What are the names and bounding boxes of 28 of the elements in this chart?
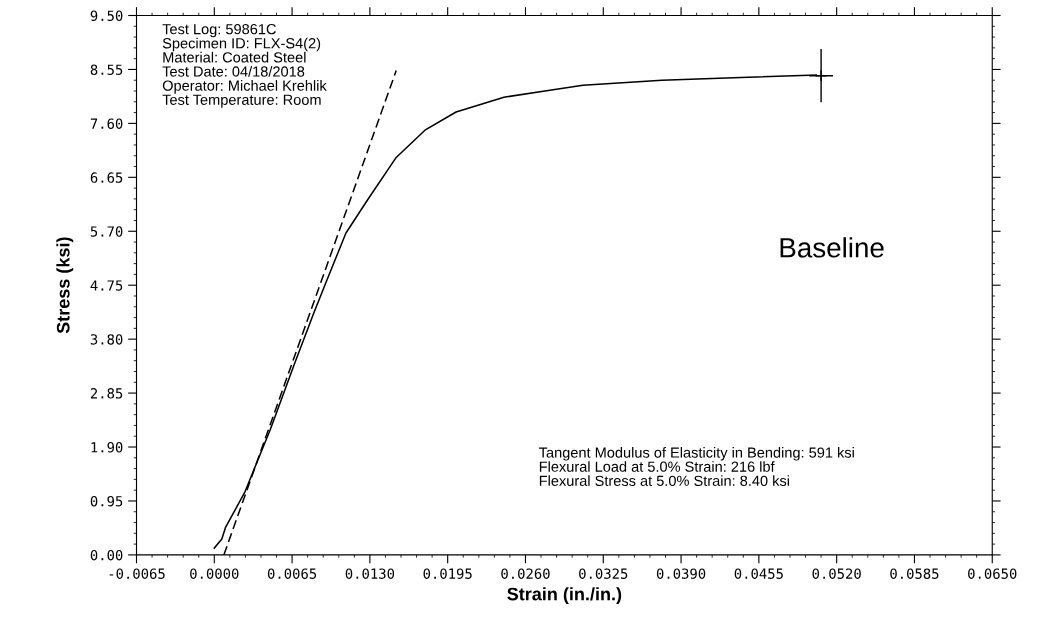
- y-tick-label: 4.75: [90, 280, 123, 291]
- y-tick-label: 5.70: [90, 226, 123, 237]
- x-tick-label: -0.0065: [109, 568, 165, 579]
- x-tick-label: 0.0520: [812, 568, 861, 579]
- annotation: Baseline: [780, 237, 884, 258]
- x-tick-label: 0.0455: [734, 568, 783, 579]
- y-tick-label: 1.90: [91, 442, 123, 453]
- x-tick-label: 0.0390: [656, 568, 706, 579]
- y-axis-title: Stress (ksi): [56, 237, 74, 334]
- y-tick-label: 0.00: [90, 549, 123, 561]
- x-tick-label: 0.0260: [501, 568, 550, 579]
- x-tick-label: 0.0325: [579, 568, 628, 579]
- y-tick-label: 3.80: [90, 334, 123, 345]
- x-tick-label: 0.0585: [890, 568, 939, 579]
- y-tick-label: 0.95: [90, 495, 123, 507]
- annotation: Test Log: 59861C Specimen ID: FLX-S4(2) Material: Coated Steel Test Date: 04/18/2018 Operator: Michael Krehlik Test Temperature: Room: [162, 23, 327, 108]
- x-axis-title: Strain (in./in.): [507, 587, 622, 604]
- y-tick-label: 7.60: [90, 118, 123, 129]
- x-tick-label: 0.0195: [423, 568, 472, 579]
- y-tick-label: 9.50: [90, 10, 123, 22]
- y-tick-label: 8.55: [90, 64, 123, 75]
- annotation: Tangent Modulus of Elasticity in Bending: 591 ksi Flexural Load at 5.0% Strain: 216 lbf Flexural Stress at 5.0% Strain: 8.40 ksi: [539, 447, 854, 486]
- x-tick-label: 0.0065: [267, 568, 317, 579]
- x-tick-label: 0.0000: [190, 568, 239, 579]
- x-tick-label: 0.0650: [968, 568, 1017, 579]
- y-tick-label: 2.85: [90, 388, 123, 399]
- x-tick-label: 0.0130: [345, 568, 395, 579]
- y-tick-label: 6.65: [90, 172, 123, 183]
